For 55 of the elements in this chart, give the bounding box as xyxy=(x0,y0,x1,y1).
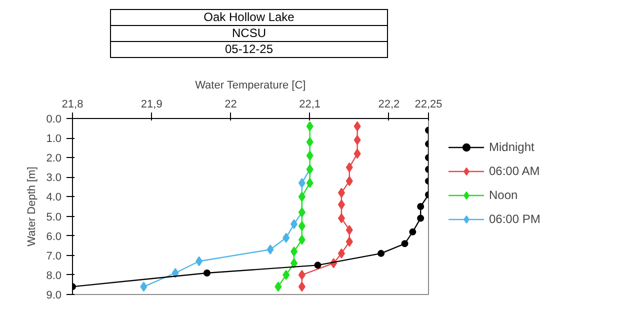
point xyxy=(196,256,203,266)
point xyxy=(298,234,306,245)
point xyxy=(298,178,306,188)
y-tick-label: 1.0 xyxy=(46,133,62,146)
point xyxy=(338,200,345,210)
point xyxy=(346,176,353,186)
y-tick-label: 7.0 xyxy=(46,250,62,262)
point xyxy=(290,246,298,256)
y-tick-label: 8.0 xyxy=(46,270,62,282)
point xyxy=(282,270,290,280)
chart-title: Oak Hollow Lake xyxy=(110,9,388,26)
point xyxy=(338,188,345,198)
x-tick-label: 21,9 xyxy=(140,98,162,110)
legend-label: 06:00 AM xyxy=(489,164,540,178)
point xyxy=(290,258,298,268)
point xyxy=(354,121,361,132)
point xyxy=(338,213,345,224)
point xyxy=(354,148,361,159)
point xyxy=(306,178,314,188)
point xyxy=(306,136,314,147)
x-tick-label: 22 xyxy=(224,98,237,110)
x-axis-title: Water Temperature [C] xyxy=(195,80,306,92)
x-tick-label: 21,8 xyxy=(62,98,84,110)
y-tick-label: 5.0 xyxy=(46,211,62,224)
text: 05-12-25 xyxy=(110,41,388,58)
point xyxy=(282,232,290,243)
y-tick-label: 6.0 xyxy=(46,230,62,243)
y-tick-label: 9.0 xyxy=(46,290,62,302)
x-tick-label: 22,2 xyxy=(378,98,400,110)
point xyxy=(306,150,314,161)
point xyxy=(298,282,306,292)
y-tick-label: 0.0 xyxy=(46,114,62,126)
y-tick-label: 3.0 xyxy=(46,172,62,184)
point xyxy=(140,282,148,292)
legend-label: Noon xyxy=(489,188,518,202)
y-tick-label: 2.0 xyxy=(46,152,62,165)
legend-label: 06:00 PM xyxy=(489,212,540,226)
point xyxy=(338,248,345,258)
y-tick-label: 4.0 xyxy=(46,192,62,204)
point xyxy=(306,121,314,132)
point xyxy=(274,282,282,292)
y-axis-title: Water Depth [m] xyxy=(26,166,38,246)
point xyxy=(266,244,274,255)
point xyxy=(172,268,179,278)
point xyxy=(354,135,361,146)
point xyxy=(298,221,306,232)
legend-label: Midnight xyxy=(489,140,534,154)
point xyxy=(346,162,353,172)
point xyxy=(298,270,306,280)
chart-subtitle: NCSU xyxy=(110,25,388,42)
point xyxy=(346,236,353,247)
x-tick-label: 22,25 xyxy=(414,98,442,110)
point xyxy=(346,224,353,235)
point xyxy=(290,219,298,230)
x-tick-label: 22,1 xyxy=(299,98,321,110)
